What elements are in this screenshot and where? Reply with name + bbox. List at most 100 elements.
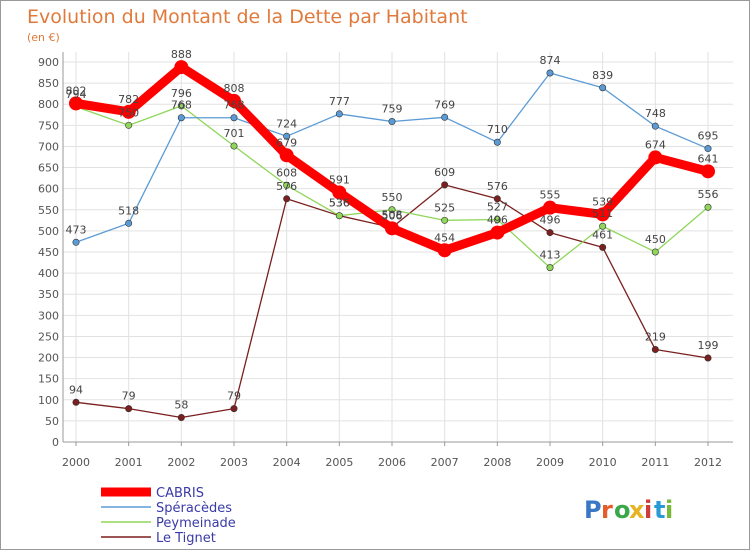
data-point: [599, 84, 607, 92]
axes: 0 50 100 150 200 250 300 350 400 450 500 550 600 650 7…: [38, 52, 733, 469]
data-label: 454: [434, 231, 455, 244]
data-point: [388, 206, 396, 214]
data-label: 759: [382, 103, 403, 116]
data-point: [332, 185, 347, 200]
data-point: [651, 122, 659, 130]
data-point: [493, 195, 501, 203]
y-tick-label: 800: [38, 98, 59, 111]
data-label: 608: [276, 166, 297, 179]
data-label: 874: [540, 54, 561, 67]
data-point: [595, 207, 610, 222]
data-label: 413: [540, 249, 561, 262]
data-label: 58: [174, 399, 188, 412]
data-point: [230, 405, 238, 413]
y-tick-label: 600: [38, 183, 59, 196]
logo-letter: i: [644, 496, 652, 524]
x-tick-label: 2006: [378, 456, 406, 469]
data-point: [388, 118, 396, 126]
legend-label: Le Tignet: [156, 531, 216, 546]
x-tick-label: 2010: [589, 456, 617, 469]
data-label: 695: [698, 130, 719, 143]
data-label: 769: [434, 98, 455, 111]
data-label: 796: [171, 87, 192, 100]
data-point: [125, 219, 133, 227]
data-point: [599, 243, 607, 251]
data-point: [441, 181, 449, 189]
chart-subtitle: (en €): [27, 31, 60, 44]
logo-letter: t: [654, 496, 665, 524]
data-point: [493, 215, 501, 223]
data-point: [490, 225, 505, 240]
data-label: 511: [592, 207, 613, 220]
data-point: [651, 346, 659, 354]
data-label: 576: [276, 180, 297, 193]
data-point: [230, 142, 238, 150]
data-label: 450: [645, 233, 666, 246]
data-point: [493, 138, 501, 146]
x-tick-label: 2009: [536, 456, 564, 469]
data-label: 556: [698, 188, 719, 201]
data-point: [546, 229, 554, 237]
y-tick-label: 550: [38, 204, 59, 217]
data-point: [125, 405, 133, 413]
y-tick-label: 450: [38, 246, 59, 259]
y-tick-label: 50: [45, 415, 59, 428]
data-label: 473: [66, 223, 87, 236]
data-label: 525: [434, 201, 455, 214]
legend-label: Peymeinade: [156, 516, 236, 531]
data-label: 777: [329, 95, 350, 108]
data-label: 768: [171, 99, 192, 112]
y-tick-label: 700: [38, 140, 59, 153]
data-point: [177, 114, 185, 122]
data-point: [441, 113, 449, 121]
y-tick-label: 750: [38, 119, 59, 132]
data-point: [704, 203, 712, 211]
y-tick-label: 200: [38, 352, 59, 365]
data-label: 576: [487, 180, 508, 193]
y-tick-label: 400: [38, 267, 59, 280]
data-label: 555: [540, 189, 561, 202]
data-point: [177, 102, 185, 110]
data-label: 802: [66, 84, 87, 97]
x-tick-label: 2001: [115, 456, 143, 469]
data-point: [335, 212, 343, 220]
data-point: [704, 145, 712, 153]
data-label: 679: [276, 136, 297, 149]
legend-label: Spéracèdes: [156, 501, 232, 516]
data-point: [227, 93, 241, 108]
x-tick-label: 2002: [167, 456, 195, 469]
data-point: [441, 216, 449, 224]
data-point: [230, 114, 238, 122]
data-label: 199: [698, 339, 719, 352]
data-point: [72, 398, 80, 406]
data-label: 609: [434, 166, 455, 179]
data-label: 748: [645, 107, 666, 120]
series-group: [69, 60, 715, 422]
x-tick-label: 2011: [641, 456, 669, 469]
data-label: 79: [227, 390, 241, 403]
x-tick-label: 2000: [62, 456, 90, 469]
data-labels: 802 782 888 808 679 591 506 454 496 555 539 674 641 4…: [66, 48, 719, 411]
x-tick-label: 2005: [325, 456, 353, 469]
data-point: [69, 96, 83, 111]
logo-letter: r: [601, 496, 613, 524]
data-point: [599, 222, 607, 230]
data-label: 750: [118, 106, 139, 119]
y-tick-label: 250: [38, 330, 59, 343]
data-label: 539: [592, 195, 613, 208]
data-label: 496: [540, 214, 561, 227]
y-tick-label: 500: [38, 225, 59, 238]
x-tick-label: 2003: [220, 456, 248, 469]
data-point: [543, 200, 557, 215]
data-label: 782: [118, 93, 139, 106]
data-point: [283, 132, 291, 140]
data-label: 674: [645, 138, 666, 151]
y-tick-label: 150: [38, 373, 59, 386]
data-point: [279, 148, 294, 163]
data-label: 710: [487, 123, 508, 136]
logo-letter: x: [629, 496, 645, 524]
data-point: [125, 121, 133, 129]
grid-lines: [63, 52, 733, 443]
data-point: [651, 248, 659, 256]
